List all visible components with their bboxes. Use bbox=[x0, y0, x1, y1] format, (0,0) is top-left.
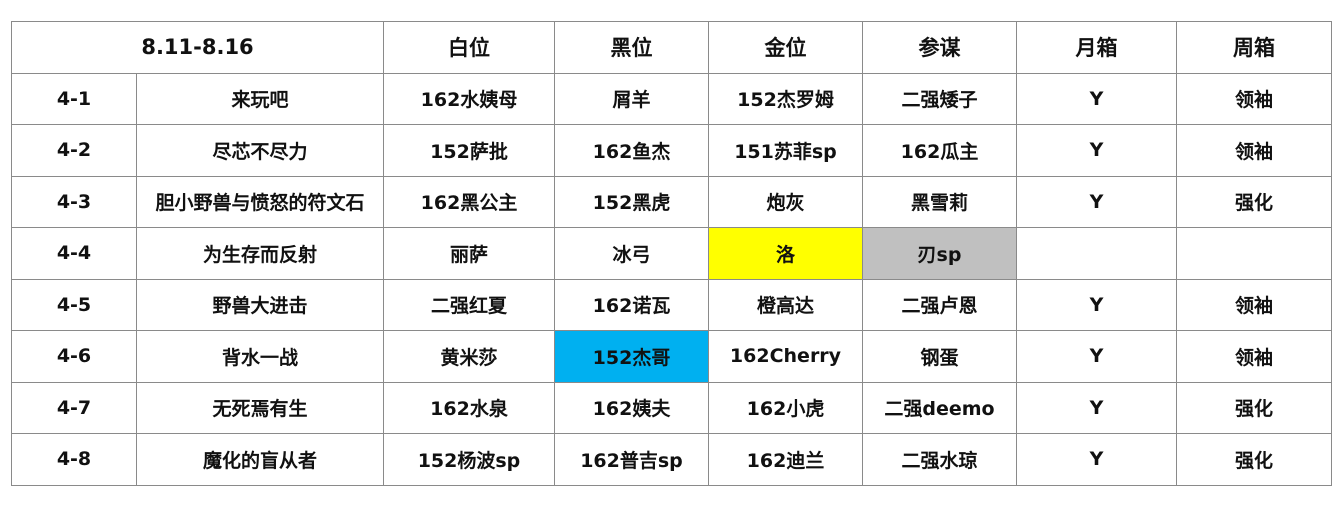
table-cell: Y bbox=[1016, 381, 1177, 434]
stage-id-cell: 4-7 bbox=[11, 381, 137, 434]
stage-name-cell: 魔化的盲从者 bbox=[136, 433, 384, 486]
table-cell: 162Cherry bbox=[708, 330, 863, 383]
table-cell: 162黑公主 bbox=[383, 175, 555, 228]
table-cell: 二强矮子 bbox=[862, 72, 1017, 125]
table-cell: 151苏菲sp bbox=[708, 124, 863, 177]
column-header: 周箱 bbox=[1176, 21, 1332, 74]
stage-id-cell: 4-5 bbox=[11, 278, 137, 331]
table-cell: 162诺瓦 bbox=[554, 278, 709, 331]
stage-name-cell: 无死焉有生 bbox=[136, 381, 384, 434]
table-cell: 152黑虎 bbox=[554, 175, 709, 228]
table-cell: 强化 bbox=[1176, 381, 1332, 434]
table-cell: 领袖 bbox=[1176, 278, 1332, 331]
column-header: 参谋 bbox=[862, 21, 1017, 74]
table-cell: Y bbox=[1016, 175, 1177, 228]
table-cell: 强化 bbox=[1176, 175, 1332, 228]
column-header: 月箱 bbox=[1016, 21, 1177, 74]
stage-name-cell: 背水一战 bbox=[136, 330, 384, 383]
table-cell: 152萨批 bbox=[383, 124, 555, 177]
table-cell: 领袖 bbox=[1176, 72, 1332, 125]
table-cell: 162迪兰 bbox=[708, 433, 863, 486]
stage-name-cell: 野兽大进击 bbox=[136, 278, 384, 331]
table-cell bbox=[1176, 227, 1332, 280]
table-row: 4-1 来玩吧 162水姨母 屑羊 152杰罗姆 二强矮子 Y 领袖 bbox=[11, 72, 1332, 125]
table-cell: 炮灰 bbox=[708, 175, 863, 228]
table-cell: 152杨波sp bbox=[383, 433, 555, 486]
highlighted-cell: 洛 bbox=[708, 227, 863, 280]
stage-id-cell: 4-8 bbox=[11, 433, 137, 486]
table-cell bbox=[1016, 227, 1177, 280]
table-cell: Y bbox=[1016, 124, 1177, 177]
table-cell: 冰弓 bbox=[554, 227, 709, 280]
table-cell: 强化 bbox=[1176, 433, 1332, 486]
stage-name-cell: 为生存而反射 bbox=[136, 227, 384, 280]
stage-name-cell: 尽芯不尽力 bbox=[136, 124, 384, 177]
table-cell: 162水泉 bbox=[383, 381, 555, 434]
table-cell: 二强deemo bbox=[862, 381, 1017, 434]
stage-id-cell: 4-2 bbox=[11, 124, 137, 177]
header-row: 8.11-8.16 白位 黑位 金位 参谋 月箱 周箱 bbox=[11, 21, 1332, 74]
table-cell: 162鱼杰 bbox=[554, 124, 709, 177]
table-cell: 领袖 bbox=[1176, 330, 1332, 383]
table-cell: Y bbox=[1016, 72, 1177, 125]
table-cell: 二强红夏 bbox=[383, 278, 555, 331]
table-cell: 162瓜主 bbox=[862, 124, 1017, 177]
highlighted-cell: 刃sp bbox=[862, 227, 1017, 280]
table-row: 4-2 尽芯不尽力 152萨批 162鱼杰 151苏菲sp 162瓜主 Y 领袖 bbox=[11, 124, 1332, 177]
table-row: 4-3 胆小野兽与愤怒的符文石 162黑公主 152黑虎 炮灰 黑雪莉 Y 强化 bbox=[11, 175, 1332, 228]
stage-id-cell: 4-6 bbox=[11, 330, 137, 383]
table-cell: 162小虎 bbox=[708, 381, 863, 434]
table-cell: 领袖 bbox=[1176, 124, 1332, 177]
table-cell: 162普吉sp bbox=[554, 433, 709, 486]
column-header: 白位 bbox=[383, 21, 555, 74]
schedule-table: 8.11-8.16 白位 黑位 金位 参谋 月箱 周箱 4-1 来玩吧 162水姨母… bbox=[11, 21, 1332, 486]
table-cell: 二强水琼 bbox=[862, 433, 1017, 486]
table-cell: 162姨夫 bbox=[554, 381, 709, 434]
table-cell: 152杰罗姆 bbox=[708, 72, 863, 125]
table-row: 4-6 背水一战 黄米莎 152杰哥 162Cherry 钢蛋 Y 领袖 bbox=[11, 330, 1332, 383]
table-row: 4-5 野兽大进击 二强红夏 162诺瓦 橙高达 二强卢恩 Y 领袖 bbox=[11, 278, 1332, 331]
stage-name-cell: 胆小野兽与愤怒的符文石 bbox=[136, 175, 384, 228]
stage-name-cell: 来玩吧 bbox=[136, 72, 384, 125]
table-cell: 钢蛋 bbox=[862, 330, 1017, 383]
table-cell: Y bbox=[1016, 278, 1177, 331]
table-cell: Y bbox=[1016, 433, 1177, 486]
table-cell: Y bbox=[1016, 330, 1177, 383]
table-cell: 橙高达 bbox=[708, 278, 863, 331]
stage-id-cell: 4-1 bbox=[11, 72, 137, 125]
column-header: 金位 bbox=[708, 21, 863, 74]
table-row: 4-4 为生存而反射 丽萨 冰弓洛刃sp bbox=[11, 227, 1332, 280]
table-row: 4-7 无死焉有生 162水泉 162姨夫 162小虎 二强deemo Y 强化 bbox=[11, 381, 1332, 434]
table-cell: 丽萨 bbox=[383, 227, 555, 280]
highlighted-cell: 152杰哥 bbox=[554, 330, 709, 383]
period-header: 8.11-8.16 bbox=[11, 21, 384, 74]
table-cell: 黑雪莉 bbox=[862, 175, 1017, 228]
table-cell: 黄米莎 bbox=[383, 330, 555, 383]
table-row: 4-8 魔化的盲从者 152杨波sp 162普吉sp 162迪兰 二强水琼 Y 强化 bbox=[11, 433, 1332, 486]
column-header: 黑位 bbox=[554, 21, 709, 74]
table-cell: 162水姨母 bbox=[383, 72, 555, 125]
table-cell: 屑羊 bbox=[554, 72, 709, 125]
stage-id-cell: 4-4 bbox=[11, 227, 137, 280]
table-cell: 二强卢恩 bbox=[862, 278, 1017, 331]
stage-id-cell: 4-3 bbox=[11, 175, 137, 228]
